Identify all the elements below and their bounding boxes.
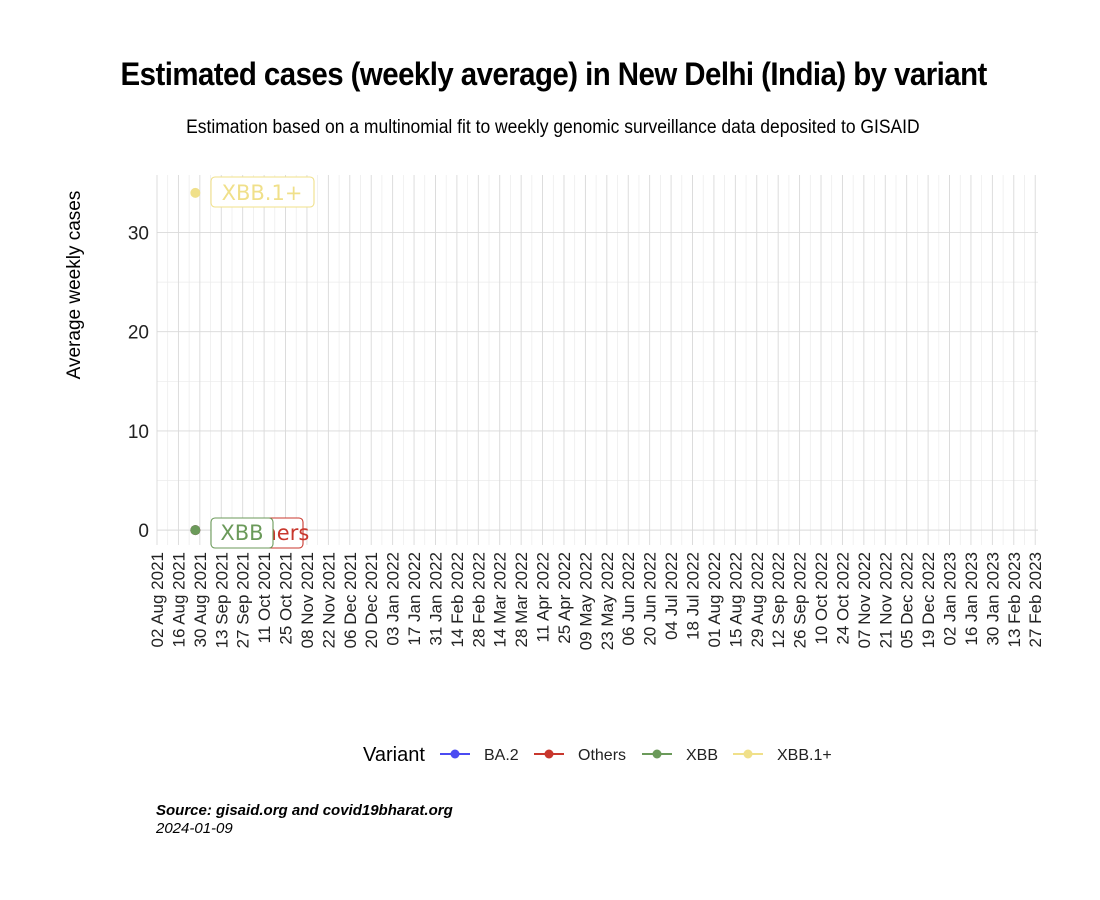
x-tick-label: 06 Dec 2021 <box>341 552 360 648</box>
x-tick-label: 30 Jan 2023 <box>983 552 1002 646</box>
y-axis-title: Average weekly cases <box>64 191 85 380</box>
x-tick-label: 10 Oct 2022 <box>812 552 831 645</box>
point-label-box-xbb-1- <box>210 176 315 208</box>
y-tick-label: 20 <box>128 323 149 344</box>
point-label-xbb: XBB <box>220 521 263 545</box>
y-tick-label: 30 <box>128 224 149 245</box>
legend-label-xbb-1-: XBB.1+ <box>777 747 832 764</box>
x-tick-label: 02 Jan 2023 <box>941 552 960 646</box>
x-tick-label: 05 Dec 2022 <box>898 552 917 648</box>
caption-date: 2024-01-09 <box>156 820 233 837</box>
x-tick-label: 25 Apr 2022 <box>555 552 574 644</box>
x-tick-label: 01 Aug 2022 <box>705 552 724 647</box>
x-tick-label: 26 Sep 2022 <box>791 552 810 648</box>
legend-key-point-xbb <box>652 749 662 759</box>
chart-title: Estimated cases (weekly average) in New … <box>120 56 988 92</box>
x-tick-label: 12 Sep 2022 <box>769 552 788 648</box>
legend-label-others: Others <box>578 747 626 764</box>
x-tick-label: 11 Apr 2022 <box>534 552 553 642</box>
data-point-xbb <box>190 525 201 536</box>
x-tick-label: 27 Sep 2021 <box>234 552 253 648</box>
legend-key-point-xbb-1- <box>743 749 753 759</box>
x-tick-label: 24 Oct 2022 <box>833 552 852 645</box>
legend-key-point-ba-2 <box>450 749 460 759</box>
x-tick-label: 04 Jul 2022 <box>662 552 681 640</box>
x-tick-label: 13 Sep 2021 <box>212 552 231 648</box>
x-tick-label: 13 Feb 2023 <box>1005 552 1024 647</box>
x-tick-label: 18 Jul 2022 <box>684 552 703 640</box>
y-tick-label: 0 <box>138 521 149 542</box>
x-tick-label: 16 Jan 2023 <box>962 552 981 646</box>
x-tick-label: 09 May 2022 <box>576 552 595 650</box>
x-tick-label: 07 Nov 2022 <box>855 552 874 648</box>
y-tick-label: 10 <box>128 422 149 443</box>
x-tick-label: 14 Mar 2022 <box>491 552 510 647</box>
x-tick-label: 20 Dec 2021 <box>362 552 381 648</box>
caption-source: Source: gisaid.org and covid19bharat.org <box>156 802 453 819</box>
x-tick-label: 16 Aug 2021 <box>169 552 188 647</box>
point-label-box-xbb <box>210 517 274 549</box>
x-tick-label: 19 Dec 2022 <box>919 552 938 648</box>
legend-key-point-others <box>544 749 554 759</box>
chart-subtitle: Estimation based on a multinomial fit to… <box>186 117 920 138</box>
x-tick-label: 06 Jun 2022 <box>619 552 638 646</box>
point-label-others: Others <box>239 521 310 545</box>
x-tick-label: 20 Jun 2022 <box>641 552 660 646</box>
x-tick-label: 28 Mar 2022 <box>512 552 531 647</box>
x-tick-label: 02 Aug 2021 <box>148 552 167 647</box>
x-tick-label: 31 Jan 2022 <box>426 552 445 646</box>
data-point-xbb-1- <box>190 187 201 198</box>
x-tick-label: 27 Feb 2023 <box>1026 552 1045 647</box>
legend-label-ba-2: BA.2 <box>484 747 519 764</box>
x-tick-label: 08 Nov 2021 <box>298 552 317 648</box>
x-tick-label: 17 Jan 2022 <box>405 552 424 646</box>
x-tick-label: 25 Oct 2021 <box>277 552 296 645</box>
x-tick-label: 23 May 2022 <box>598 552 617 650</box>
x-tick-label: 29 Aug 2022 <box>748 552 767 647</box>
x-tick-label: 21 Nov 2022 <box>876 552 895 648</box>
x-tick-label: 11 Oct 2021 <box>255 552 274 643</box>
legend-title: Variant <box>363 744 425 766</box>
x-tick-label: 30 Aug 2021 <box>191 552 210 647</box>
legend-label-xbb: XBB <box>686 747 718 764</box>
x-tick-label: 14 Feb 2022 <box>448 552 467 647</box>
x-tick-label: 03 Jan 2022 <box>384 552 403 646</box>
x-tick-label: 15 Aug 2022 <box>726 552 745 647</box>
x-tick-label: 22 Nov 2021 <box>319 552 338 648</box>
point-label-xbb-1-: XBB.1+ <box>222 181 303 205</box>
x-tick-label: 28 Feb 2022 <box>469 552 488 647</box>
